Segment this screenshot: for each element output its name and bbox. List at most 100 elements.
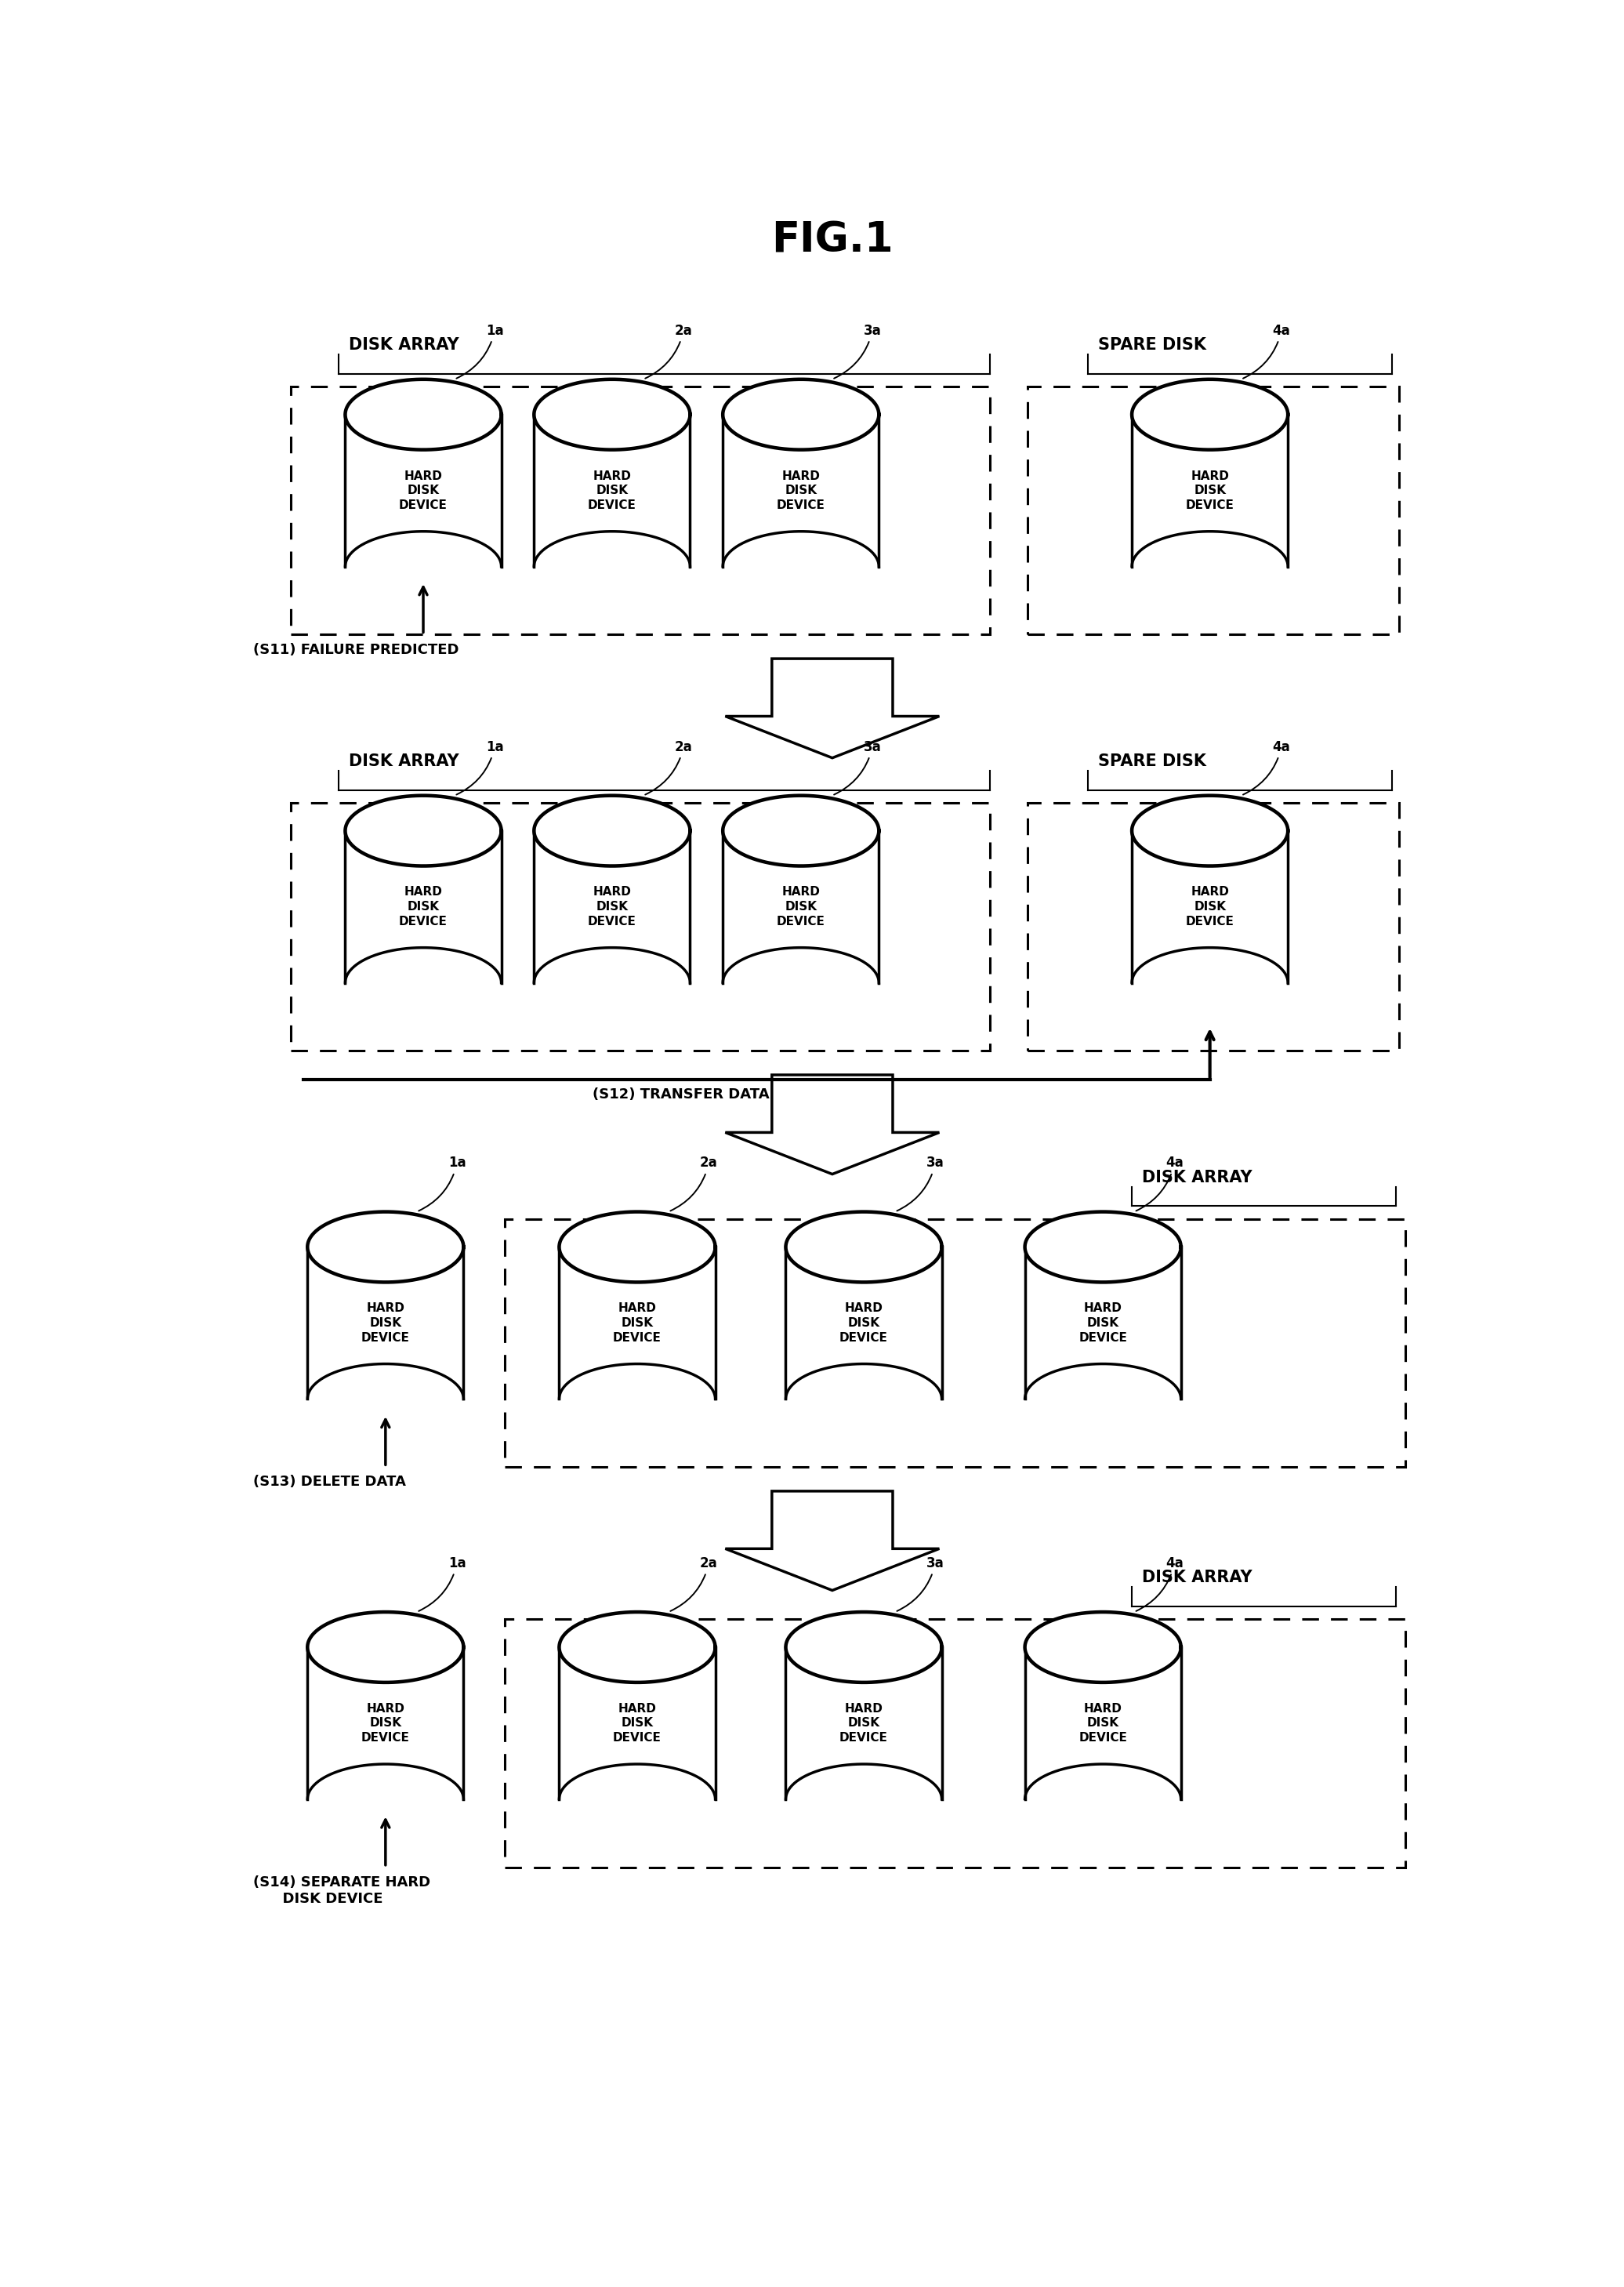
Text: DISK ARRAY: DISK ARRAY bbox=[349, 336, 460, 352]
Text: HARD
DISK
DEVICE: HARD DISK DEVICE bbox=[1078, 1704, 1127, 1743]
Polygon shape bbox=[723, 531, 879, 601]
Polygon shape bbox=[1025, 1246, 1181, 1400]
Polygon shape bbox=[346, 414, 502, 567]
Text: HARD
DISK
DEVICE: HARD DISK DEVICE bbox=[776, 471, 825, 510]
Polygon shape bbox=[534, 830, 690, 983]
Text: 4a: 4a bbox=[1137, 1555, 1184, 1610]
Polygon shape bbox=[1132, 830, 1288, 983]
Text: 4a: 4a bbox=[1242, 739, 1291, 794]
Text: SPARE DISK: SPARE DISK bbox=[1098, 336, 1207, 352]
Polygon shape bbox=[559, 1363, 715, 1434]
Polygon shape bbox=[723, 830, 879, 983]
Text: 4a: 4a bbox=[1242, 322, 1291, 377]
Polygon shape bbox=[1132, 531, 1288, 601]
Polygon shape bbox=[786, 1246, 942, 1400]
Text: DISK ARRAY: DISK ARRAY bbox=[1142, 1569, 1252, 1585]
Polygon shape bbox=[726, 659, 939, 757]
Text: HARD
DISK
DEVICE: HARD DISK DEVICE bbox=[400, 471, 448, 510]
Polygon shape bbox=[346, 531, 502, 601]
Polygon shape bbox=[346, 380, 502, 451]
Polygon shape bbox=[1132, 380, 1288, 451]
Text: 3a: 3a bbox=[835, 739, 882, 794]
Text: (S12) TRANSFER DATA: (S12) TRANSFER DATA bbox=[593, 1089, 770, 1102]
Bar bbox=[291, 387, 989, 633]
Polygon shape bbox=[1025, 1763, 1181, 1834]
Text: 2a: 2a bbox=[671, 1555, 718, 1610]
Text: HARD
DISK
DEVICE: HARD DISK DEVICE bbox=[361, 1704, 409, 1743]
Text: HARD
DISK
DEVICE: HARD DISK DEVICE bbox=[840, 1704, 888, 1743]
Text: HARD
DISK
DEVICE: HARD DISK DEVICE bbox=[776, 887, 825, 926]
Text: (S11) FAILURE PREDICTED: (S11) FAILURE PREDICTED bbox=[253, 643, 460, 656]
Bar bbox=[1028, 387, 1398, 633]
Polygon shape bbox=[1025, 1612, 1181, 1683]
Text: HARD
DISK
DEVICE: HARD DISK DEVICE bbox=[400, 887, 448, 926]
Bar bbox=[505, 1219, 1405, 1468]
Text: 2a: 2a bbox=[671, 1155, 718, 1210]
Text: HARD
DISK
DEVICE: HARD DISK DEVICE bbox=[840, 1304, 888, 1342]
Polygon shape bbox=[307, 1246, 463, 1400]
Polygon shape bbox=[786, 1647, 942, 1800]
Polygon shape bbox=[1132, 414, 1288, 567]
Bar bbox=[291, 803, 989, 1052]
Text: DISK ARRAY: DISK ARRAY bbox=[349, 752, 460, 768]
Polygon shape bbox=[346, 796, 502, 867]
Polygon shape bbox=[726, 1491, 939, 1589]
Polygon shape bbox=[559, 1763, 715, 1834]
Text: (S13) DELETE DATA: (S13) DELETE DATA bbox=[253, 1475, 406, 1489]
Text: HARD
DISK
DEVICE: HARD DISK DEVICE bbox=[1078, 1304, 1127, 1342]
Polygon shape bbox=[1025, 1647, 1181, 1800]
Text: DISK ARRAY: DISK ARRAY bbox=[1142, 1169, 1252, 1185]
Polygon shape bbox=[307, 1612, 463, 1683]
Text: HARD
DISK
DEVICE: HARD DISK DEVICE bbox=[361, 1304, 409, 1342]
Polygon shape bbox=[346, 830, 502, 983]
Polygon shape bbox=[1132, 947, 1288, 1018]
Polygon shape bbox=[559, 1246, 715, 1400]
Text: HARD
DISK
DEVICE: HARD DISK DEVICE bbox=[612, 1304, 661, 1342]
Polygon shape bbox=[1132, 796, 1288, 867]
Polygon shape bbox=[726, 1075, 939, 1173]
Text: 4a: 4a bbox=[1137, 1155, 1184, 1210]
Polygon shape bbox=[346, 947, 502, 1018]
Text: HARD
DISK
DEVICE: HARD DISK DEVICE bbox=[1186, 887, 1234, 926]
Text: FIG.1: FIG.1 bbox=[771, 220, 893, 261]
Polygon shape bbox=[723, 414, 879, 567]
Text: 3a: 3a bbox=[896, 1555, 944, 1610]
Polygon shape bbox=[786, 1363, 942, 1434]
Polygon shape bbox=[1025, 1363, 1181, 1434]
Polygon shape bbox=[534, 947, 690, 1018]
Text: HARD
DISK
DEVICE: HARD DISK DEVICE bbox=[588, 471, 637, 510]
Text: 2a: 2a bbox=[645, 739, 692, 794]
Polygon shape bbox=[559, 1612, 715, 1683]
Polygon shape bbox=[559, 1212, 715, 1283]
Polygon shape bbox=[307, 1647, 463, 1800]
Text: HARD
DISK
DEVICE: HARD DISK DEVICE bbox=[1186, 471, 1234, 510]
Polygon shape bbox=[786, 1212, 942, 1283]
Polygon shape bbox=[559, 1647, 715, 1800]
Bar bbox=[505, 1619, 1405, 1866]
Bar bbox=[1028, 803, 1398, 1052]
Text: 3a: 3a bbox=[896, 1155, 944, 1210]
Text: 1a: 1a bbox=[419, 1155, 466, 1210]
Polygon shape bbox=[534, 380, 690, 451]
Text: 1a: 1a bbox=[456, 739, 503, 794]
Polygon shape bbox=[307, 1763, 463, 1834]
Polygon shape bbox=[723, 796, 879, 867]
Text: (S14) SEPARATE HARD
      DISK DEVICE: (S14) SEPARATE HARD DISK DEVICE bbox=[253, 1875, 430, 1905]
Polygon shape bbox=[534, 796, 690, 867]
Text: 3a: 3a bbox=[835, 322, 882, 377]
Text: HARD
DISK
DEVICE: HARD DISK DEVICE bbox=[612, 1704, 661, 1743]
Text: SPARE DISK: SPARE DISK bbox=[1098, 752, 1207, 768]
Polygon shape bbox=[723, 380, 879, 451]
Polygon shape bbox=[534, 414, 690, 567]
Text: 2a: 2a bbox=[645, 322, 692, 377]
Text: HARD
DISK
DEVICE: HARD DISK DEVICE bbox=[588, 887, 637, 926]
Polygon shape bbox=[534, 531, 690, 601]
Polygon shape bbox=[307, 1363, 463, 1434]
Text: 1a: 1a bbox=[456, 322, 503, 377]
Polygon shape bbox=[786, 1612, 942, 1683]
Polygon shape bbox=[723, 947, 879, 1018]
Polygon shape bbox=[1025, 1212, 1181, 1283]
Polygon shape bbox=[307, 1212, 463, 1283]
Polygon shape bbox=[786, 1763, 942, 1834]
Text: 1a: 1a bbox=[419, 1555, 466, 1610]
